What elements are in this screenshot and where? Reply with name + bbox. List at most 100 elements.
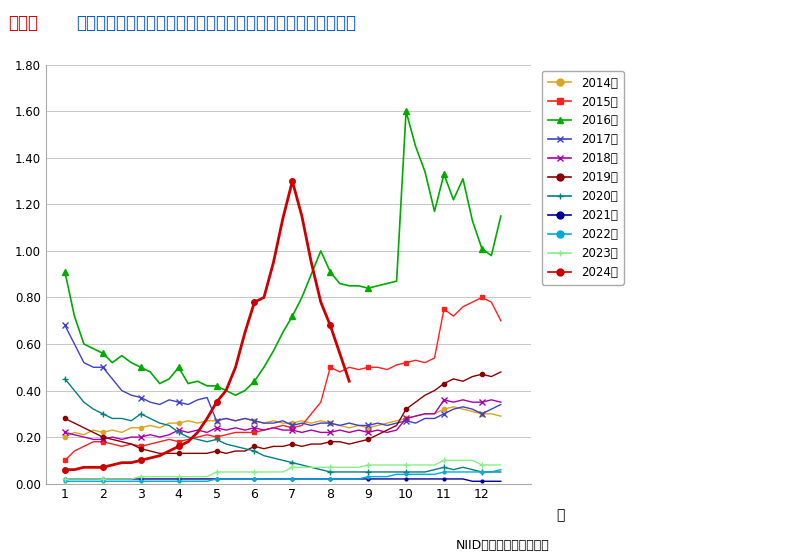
2020年 [269,455,278,461]
2018年 [373,427,382,433]
2019年 [477,371,486,377]
2020年 [382,469,392,475]
2020年 [155,420,165,427]
2015年 [335,368,345,375]
2016年 [183,380,193,387]
2016年 [326,268,335,275]
2021年 [468,478,478,484]
2017年 [107,376,117,382]
2015年 [402,360,411,366]
2015年 [278,422,288,429]
2023年 [230,469,240,475]
2017年 [439,410,449,417]
2018年 [107,433,117,440]
2022年 [326,475,335,482]
2024年 [89,464,98,470]
2022年 [363,473,373,480]
2018年 [136,433,146,440]
2020年 [202,438,212,445]
2023年 [354,464,363,470]
2021年 [212,475,222,482]
2019年 [60,415,70,422]
2015年 [306,410,316,417]
2024年 [183,438,193,445]
2020年 [164,422,174,429]
2017年 [354,422,363,429]
2023年 [240,469,250,475]
2019年 [193,450,202,457]
2015年 [477,294,486,301]
2018年 [278,427,288,433]
2021年 [345,475,354,482]
2016年 [382,280,392,287]
2016年 [278,329,288,336]
2023年 [60,475,70,482]
2018年 [326,429,335,436]
2018年 [269,424,278,431]
2024年 [79,464,89,470]
2015年 [126,441,136,447]
2021年 [458,475,468,482]
2018年 [155,433,165,440]
2019年 [230,447,240,454]
2020年 [287,459,297,466]
2021年 [79,475,89,482]
2020年 [306,464,316,470]
2020年 [468,466,478,473]
2023年 [363,461,373,468]
2019年 [410,399,420,405]
Legend: 2014年, 2015年, 2016年, 2017年, 2018年, 2019年, 2020年, 2021年, 2022年, 2023年, 2024年: 2014年, 2015年, 2016年, 2017年, 2018年, 2019年… [542,71,624,284]
2019年 [98,433,108,440]
2021年 [278,475,288,482]
2018年 [250,424,259,431]
2022年 [382,473,392,480]
2022年 [420,471,430,478]
2016年 [486,252,496,259]
2022年 [373,473,382,480]
2021年 [146,475,155,482]
2018年 [117,436,126,443]
2020年 [326,469,335,475]
2020年 [354,469,363,475]
2017年 [326,420,335,427]
2015年 [287,424,297,431]
2019年 [174,450,183,457]
2015年 [89,438,98,445]
2020年 [146,415,155,422]
2015年 [222,431,231,438]
2022年 [164,478,174,484]
2024年 [297,213,306,220]
2019年 [430,387,439,394]
2015年 [468,299,478,306]
2022年 [335,475,345,482]
2018年 [174,427,183,433]
Line: 2014年: 2014年 [63,405,503,439]
2023年 [79,475,89,482]
2020年 [250,447,259,454]
2017年 [89,364,98,371]
2020年 [89,406,98,413]
2021年 [183,475,193,482]
2021年 [449,475,458,482]
2018年 [146,431,155,438]
2023年 [335,464,345,470]
2017年 [193,396,202,403]
Line: 2015年: 2015年 [63,295,503,463]
2020年 [402,469,411,475]
2022年 [250,475,259,482]
2014年 [98,429,108,436]
2016年 [250,378,259,385]
2022年 [146,478,155,484]
2018年 [402,415,411,422]
2017年 [60,322,70,329]
2018年 [89,436,98,443]
2024年 [193,429,202,436]
2016年 [60,268,70,275]
2014年 [382,420,392,427]
2022年 [477,469,486,475]
2024年 [146,455,155,461]
2017年 [477,410,486,417]
2015年 [363,364,373,371]
2017年 [117,387,126,394]
2021年 [326,475,335,482]
